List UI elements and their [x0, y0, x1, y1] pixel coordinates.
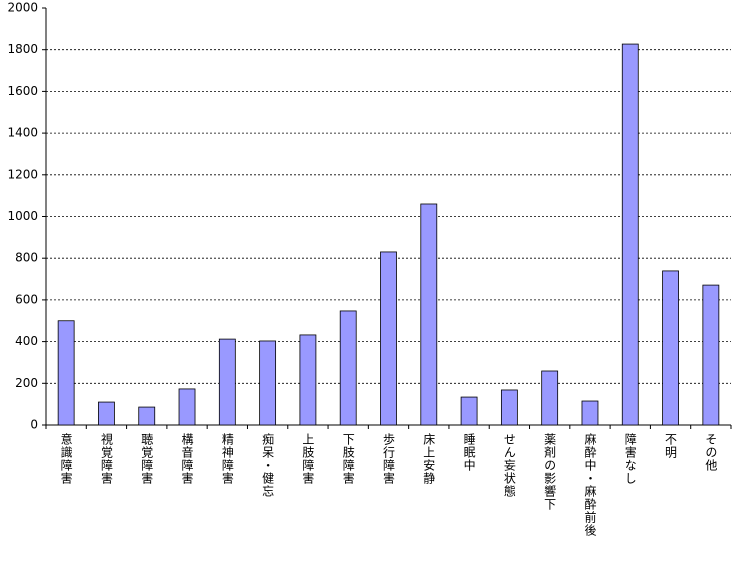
bar — [702, 284, 720, 426]
y-tick-label: 1400 — [7, 126, 38, 140]
x-tick-label: 精神障害 — [220, 433, 234, 485]
y-tick-label: 1200 — [7, 167, 38, 181]
y-tick-label: 1000 — [7, 209, 38, 223]
bar — [138, 406, 156, 426]
x-tick-label: 床上安静 — [422, 433, 436, 485]
x-tick-label: 意識障害 — [59, 432, 73, 485]
bar — [218, 338, 236, 426]
bar — [541, 370, 559, 426]
bar — [621, 43, 639, 426]
bar — [380, 251, 397, 426]
x-tick-label: 障害なし — [623, 432, 637, 485]
bar — [259, 340, 277, 426]
bar — [500, 389, 518, 426]
x-tick-label: その他 — [704, 433, 718, 472]
x-tick-label: せん妄状態 — [502, 433, 516, 498]
bar — [299, 334, 317, 426]
x-tick-label: 薬剤の影響下 — [543, 433, 557, 511]
x-tick-label: 不明 — [664, 433, 678, 459]
x-tick-label: 下肢障害 — [341, 433, 355, 485]
bar — [420, 203, 438, 426]
y-tick-label: 1600 — [7, 84, 38, 98]
x-tick-label: 上肢障害 — [301, 433, 315, 485]
x-tick-label: 聴覚障害 — [140, 433, 154, 485]
y-tick-label: 800 — [15, 251, 38, 265]
bar — [178, 388, 196, 426]
bar — [581, 400, 599, 426]
x-tick-label: 構音障害 — [180, 433, 194, 485]
bar — [339, 310, 357, 426]
y-tick-label: 0 — [30, 418, 38, 432]
x-tick-label: 痴呆・健忘 — [261, 432, 275, 498]
x-tick-label: 麻酔中・麻酔前後 — [583, 432, 597, 537]
y-tick-label: 600 — [15, 292, 38, 306]
y-tick-label: 2000 — [7, 1, 38, 15]
bar — [57, 320, 75, 426]
bar — [662, 270, 679, 426]
x-tick-label: 視覚障害 — [99, 432, 113, 485]
bar — [460, 396, 478, 426]
x-tick-label: 睡眠中 — [462, 433, 476, 472]
y-tick-label: 400 — [15, 334, 38, 348]
y-tick-label: 1800 — [7, 42, 38, 56]
y-tick-label: 200 — [15, 376, 38, 390]
x-tick-label: 歩行障害 — [382, 432, 396, 485]
bar — [98, 401, 115, 426]
